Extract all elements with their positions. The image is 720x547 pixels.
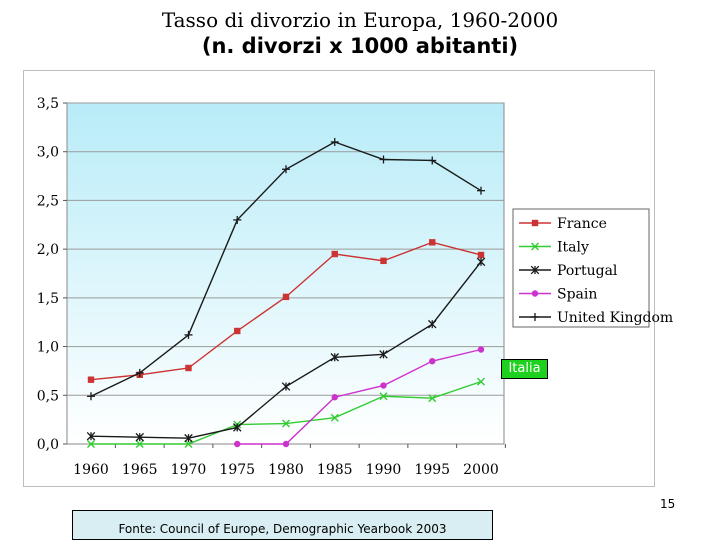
data-point-italy — [87, 440, 95, 448]
y-tick-label: 0,5 — [37, 388, 59, 404]
y-tick-label: 1,5 — [37, 291, 59, 307]
data-point-france — [331, 250, 338, 258]
y-tick-label: 1,0 — [37, 340, 59, 356]
chart-title: Tasso di divorzio in Europa, 1960-2000 — [161, 8, 559, 32]
x-tick-label: 1985 — [317, 462, 353, 478]
x-tick-label: 1970 — [171, 462, 207, 478]
series-line-spain — [237, 348, 482, 445]
chart-subtitle: (n. divorzi x 1000 abitanti) — [201, 34, 519, 58]
y-tick-label: 3,0 — [37, 145, 59, 161]
x-tick-label: 1975 — [219, 462, 255, 478]
data-point-spain — [429, 357, 436, 365]
y-tick-label: 3,5 — [37, 96, 59, 112]
italia-callout: Italia — [501, 359, 548, 379]
legend-label-italy: Italy — [557, 240, 589, 256]
data-point-france — [380, 257, 387, 265]
data-point-italy — [135, 440, 144, 448]
plot-area — [66, 102, 505, 445]
source-note: Fonte: Council of Europe, Demographic Ye… — [72, 510, 493, 540]
x-tick-label: 1995 — [414, 462, 450, 478]
x-tick-label: 1980 — [268, 462, 304, 478]
data-point-spain — [234, 440, 241, 448]
data-point-italy — [477, 377, 485, 386]
x-tick-label: 2000 — [463, 462, 499, 478]
data-point-france — [87, 376, 95, 383]
y-tick-label: 2,0 — [37, 242, 59, 258]
data-point-italy — [428, 394, 437, 403]
legend-label-spain: Spain — [557, 287, 597, 303]
data-point-france — [234, 327, 241, 335]
legend-label-france: France — [557, 216, 607, 232]
data-point-spain — [477, 346, 485, 353]
x-tick-label: 1960 — [73, 462, 109, 478]
data-point-spain — [380, 382, 387, 389]
data-point-spain — [331, 394, 338, 401]
legend-label-united-kingdom: United Kingdom — [557, 310, 673, 326]
data-point-france — [185, 364, 192, 372]
data-point-france — [429, 239, 436, 246]
data-point-france — [282, 293, 290, 301]
legend-box — [512, 208, 650, 328]
data-point-spain — [282, 440, 290, 448]
legend-marker-spain — [531, 290, 539, 297]
data-point-italy — [184, 440, 193, 448]
data-point-italy — [282, 419, 290, 428]
legend-label-portugal: Portugal — [557, 263, 618, 279]
x-tick-label: 1990 — [366, 462, 402, 478]
legend-marker-france — [531, 219, 539, 227]
data-point-france — [477, 251, 485, 259]
x-tick-label: 1965 — [122, 462, 158, 478]
data-point-italy — [379, 392, 388, 401]
y-tick-label: 2,5 — [37, 193, 59, 209]
y-tick-label: 0,0 — [37, 437, 59, 453]
page-number: 15 — [660, 497, 676, 511]
data-point-italy — [330, 413, 339, 422]
legend-marker-italy — [531, 242, 539, 251]
